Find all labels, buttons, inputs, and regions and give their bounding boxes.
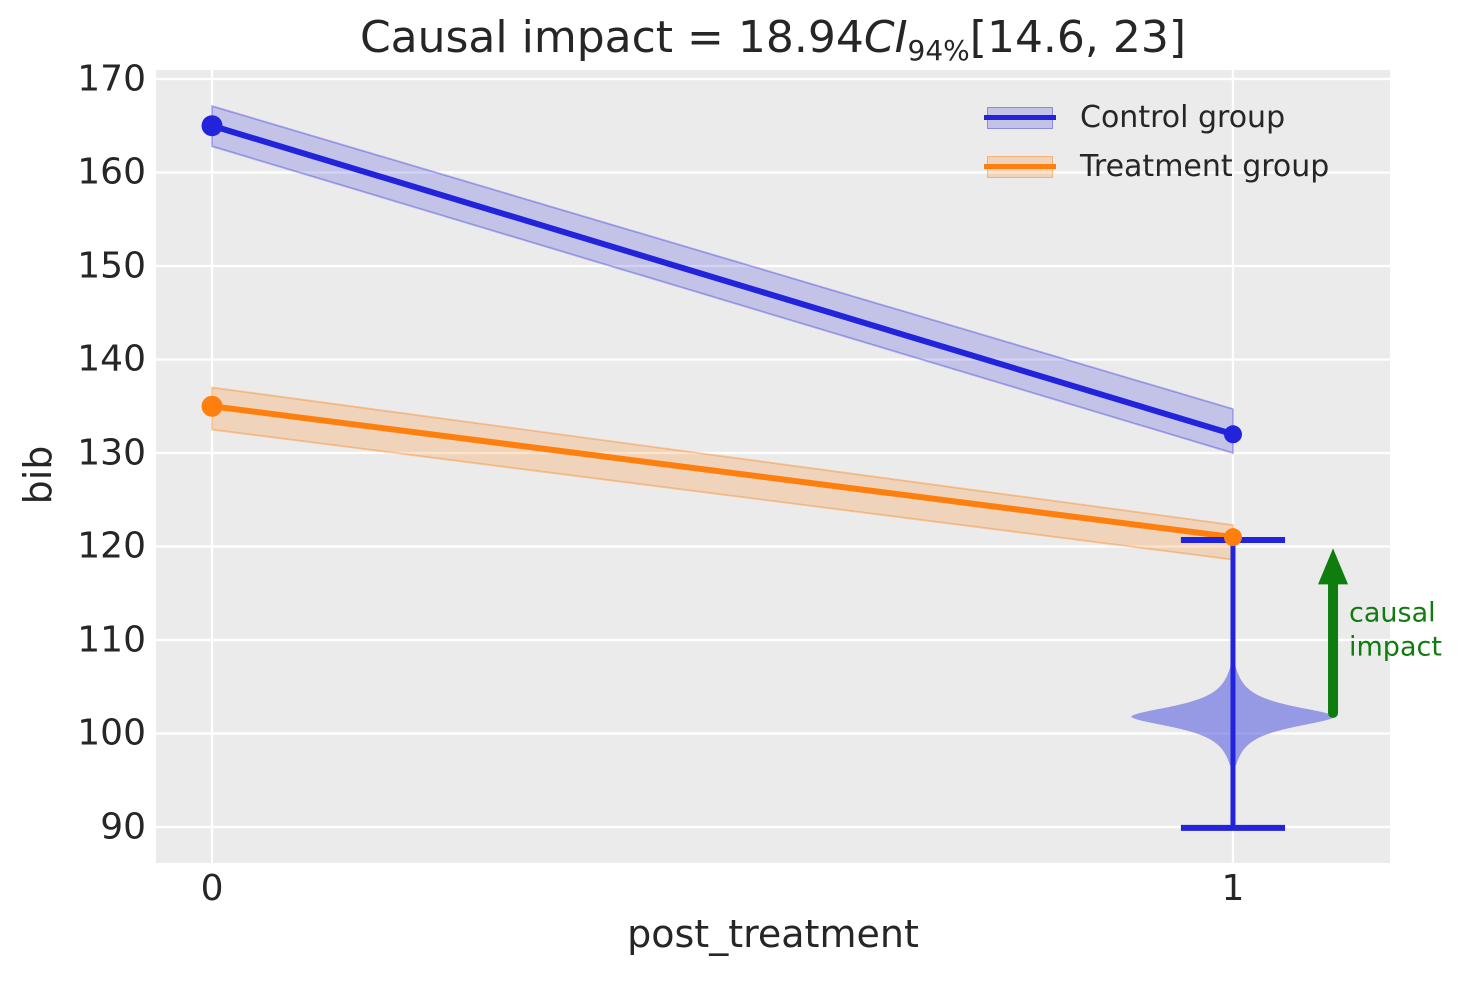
y-tick-label-100: 100 [77, 712, 146, 754]
annotation-line-1: causal [1349, 597, 1436, 629]
annotation-line-2: impact [1349, 631, 1442, 662]
plot-background [156, 70, 1390, 863]
x-axis-label: post_treatment [627, 912, 919, 956]
y-tick-label-170: 170 [77, 58, 146, 100]
y-tick-label-120: 120 [77, 525, 146, 567]
legend: Control group Treatment group [984, 93, 1329, 191]
chart-title: Causal impact = 18.94CI94%[14.6, 23] [156, 12, 1390, 67]
title-ci-subscript: 94% [907, 33, 970, 67]
control-point-x1 [1223, 425, 1242, 444]
title-prefix: Causal impact = 18.94 [359, 12, 864, 63]
legend-label: Control group [1080, 100, 1286, 135]
control-legend-line [984, 115, 1056, 120]
title-ci-symbol: CI [863, 12, 908, 63]
control-line [209, 122, 1236, 438]
treatment-legend-line [984, 164, 1056, 169]
causal-impact-annotation: causal impact [1349, 596, 1442, 664]
treatment-point-x0 [201, 395, 223, 417]
y-tick-label-90: 90 [100, 806, 146, 848]
y-tick-label-160: 160 [77, 151, 146, 193]
y-tick-label-150: 150 [77, 245, 146, 287]
legend-item-treatment: Treatment group [984, 142, 1329, 191]
treatment-legend-swatch-icon [984, 153, 1056, 181]
x-tick-label-1: 1 [1221, 868, 1245, 909]
y-tick-label-130: 130 [77, 432, 146, 474]
treatment-line [209, 403, 1236, 541]
causal-impact-arrow-head [1318, 548, 1349, 585]
y-tick-label-110: 110 [77, 619, 146, 661]
x-tick-label-0: 0 [200, 868, 224, 909]
y-tick-label-140: 140 [77, 338, 146, 380]
control-point-x0 [201, 115, 223, 137]
legend-label: Treatment group [1080, 149, 1330, 184]
title-interval: [14.6, 23] [969, 12, 1187, 63]
control-legend-swatch-icon [984, 104, 1056, 132]
legend-item-control: Control group [984, 93, 1329, 142]
treatment-point-x1 [1223, 528, 1242, 547]
